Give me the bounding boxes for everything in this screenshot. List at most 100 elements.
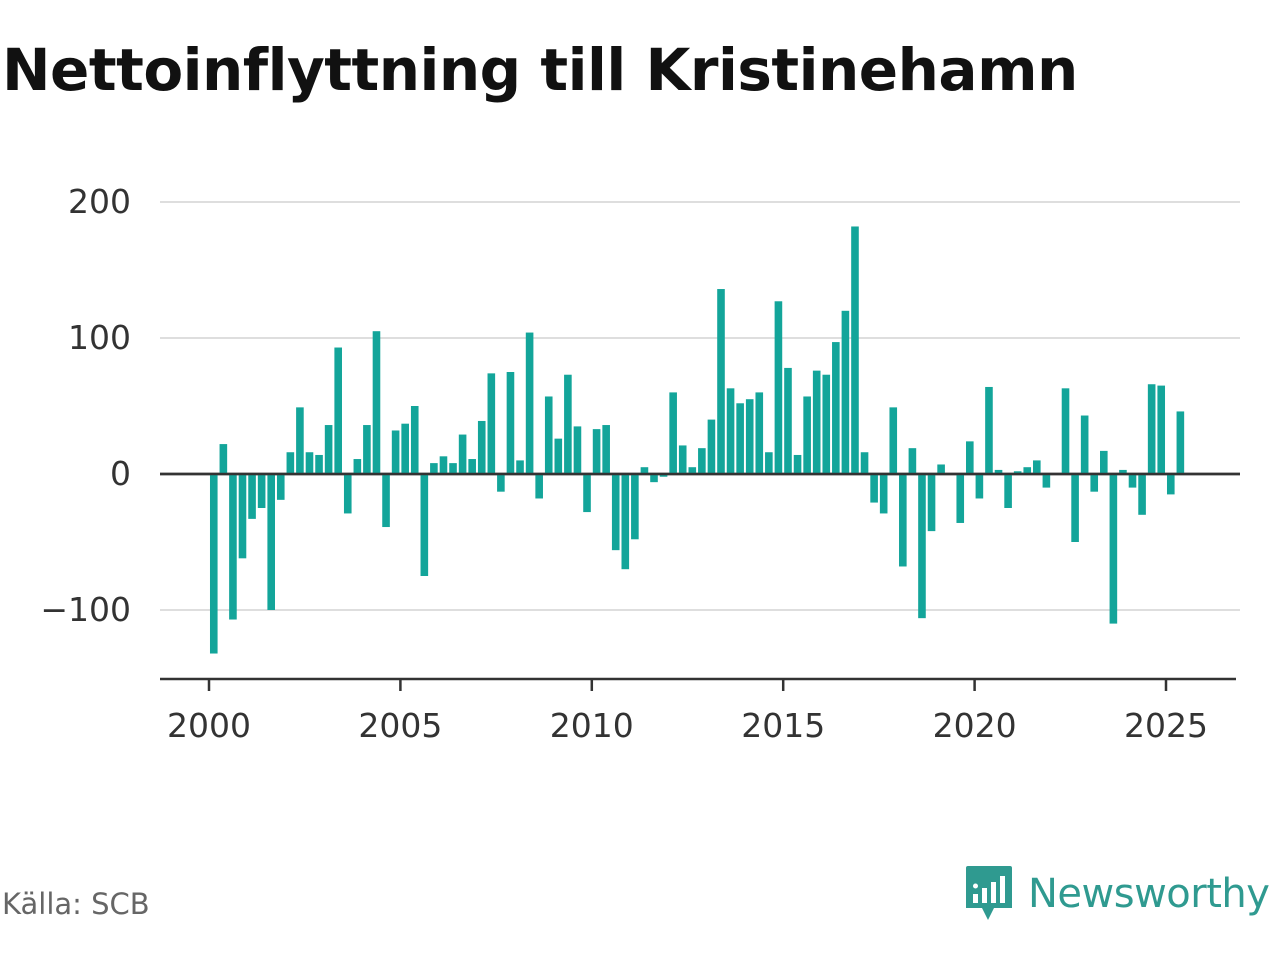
bar [765, 452, 773, 474]
bar [1090, 474, 1099, 492]
bar [343, 474, 352, 514]
bar [420, 474, 429, 576]
x-tick-label: 2020 [933, 706, 1017, 745]
bar [1176, 411, 1185, 474]
bar [1147, 384, 1156, 474]
bar [449, 463, 457, 474]
bar [1080, 415, 1089, 474]
bar [516, 460, 524, 474]
bar [812, 370, 821, 474]
bar [784, 367, 792, 474]
bar [219, 444, 228, 474]
x-tick-label: 2005 [358, 706, 442, 745]
bar [296, 407, 304, 474]
x-tick-label: 2025 [1124, 706, 1208, 745]
y-tick-label: −100 [40, 590, 131, 629]
bar [975, 474, 984, 499]
bar [1100, 450, 1108, 474]
bar [745, 399, 754, 474]
bar [650, 474, 658, 483]
chart-title: Nettoinflyttning till Kristinehamn [2, 36, 1078, 104]
bar [611, 474, 620, 551]
bar [592, 429, 601, 474]
bar [966, 441, 974, 474]
bar [497, 474, 505, 492]
bar [583, 474, 591, 513]
x-tick-label: 2010 [550, 706, 634, 745]
bar [535, 474, 543, 499]
bar [908, 448, 917, 474]
bar [956, 474, 965, 523]
bar [1157, 385, 1166, 474]
bar [382, 474, 390, 528]
bar [1061, 388, 1070, 474]
bar [832, 342, 840, 474]
bar [736, 403, 744, 474]
bar [1023, 467, 1032, 474]
bar [803, 396, 811, 474]
bar [477, 420, 486, 474]
bar [372, 331, 381, 474]
bar [602, 425, 610, 474]
bar [822, 374, 831, 474]
bar [851, 226, 859, 474]
brand-name: Newsworthy [1028, 871, 1270, 917]
bar [324, 425, 333, 474]
x-axis: 2000 2005 2010 2015 2020 2025 [160, 677, 1236, 745]
bar [401, 423, 409, 474]
bar [774, 301, 783, 474]
bar [688, 467, 697, 474]
bar [1013, 471, 1022, 474]
bar [918, 474, 926, 619]
bar [640, 467, 649, 474]
bar [248, 474, 256, 519]
bar [985, 386, 993, 474]
bar [755, 392, 764, 474]
bar [209, 474, 218, 654]
bar [1071, 474, 1079, 542]
bar [1128, 474, 1137, 488]
x-tick-label: 2000 [167, 706, 251, 745]
bar [391, 430, 400, 474]
bar [698, 448, 706, 474]
bar [487, 373, 496, 474]
bar [1138, 474, 1146, 515]
bar [554, 438, 563, 474]
bar [994, 469, 1003, 474]
bar [841, 310, 850, 474]
bar [286, 452, 295, 474]
bar [506, 372, 515, 474]
brand: Newsworthy [964, 864, 1270, 924]
bar [238, 474, 247, 559]
bar [1004, 474, 1012, 508]
bar [860, 452, 869, 474]
bar [1119, 469, 1127, 474]
source-note: Källa: SCB [2, 887, 150, 921]
y-tick-label: 100 [68, 318, 131, 357]
bar [937, 464, 945, 474]
bar [525, 332, 534, 474]
gridlines [160, 201, 1240, 611]
bar [659, 474, 668, 477]
bar [353, 459, 362, 474]
bars [209, 226, 1185, 654]
bar [458, 434, 467, 474]
bar [879, 474, 888, 514]
bar [315, 454, 323, 474]
bar [276, 474, 285, 500]
bar [899, 474, 907, 567]
bar [621, 474, 630, 570]
bar [889, 407, 898, 474]
x-tick-label: 2015 [741, 706, 825, 745]
bar [439, 456, 448, 474]
bar [678, 445, 687, 474]
bar [544, 396, 553, 474]
bar [564, 374, 572, 474]
bar [410, 406, 419, 474]
bar [1042, 474, 1051, 488]
y-tick-label: 200 [68, 182, 131, 221]
bar [573, 426, 582, 474]
bar [334, 347, 342, 474]
bar [717, 289, 725, 474]
bar [257, 474, 266, 508]
